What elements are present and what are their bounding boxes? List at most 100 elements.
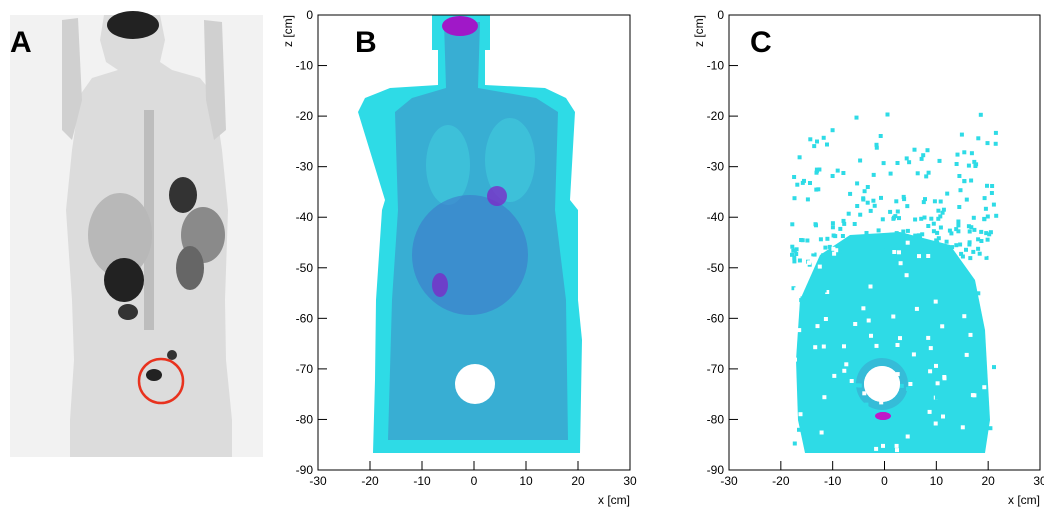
pixel bbox=[954, 162, 959, 166]
bowel-loop bbox=[118, 304, 138, 320]
pixel bbox=[969, 178, 974, 183]
pixel bbox=[858, 212, 863, 217]
highlight-circle bbox=[137, 357, 185, 405]
pixel bbox=[941, 414, 945, 419]
pixel bbox=[812, 144, 817, 149]
brain-hotspot bbox=[442, 16, 478, 36]
pixel bbox=[913, 233, 918, 238]
pixel bbox=[912, 147, 917, 152]
pixel bbox=[930, 382, 935, 387]
pixel bbox=[928, 346, 933, 351]
y-tick-label: -90 bbox=[296, 463, 314, 477]
pixel bbox=[904, 273, 909, 278]
pixel bbox=[894, 231, 899, 236]
pixel bbox=[958, 188, 963, 193]
pixel bbox=[977, 251, 982, 256]
pixel bbox=[921, 298, 926, 303]
pixel bbox=[954, 243, 959, 248]
pixel bbox=[897, 250, 901, 255]
pixel bbox=[879, 400, 884, 405]
left-arm bbox=[62, 18, 82, 140]
pixel bbox=[991, 202, 996, 207]
pixel bbox=[794, 287, 799, 292]
pixel bbox=[832, 373, 837, 378]
y-tick-label: 0 bbox=[306, 8, 313, 22]
pixel bbox=[816, 289, 821, 294]
pixel bbox=[895, 448, 899, 453]
pixel bbox=[924, 174, 929, 179]
pixel bbox=[971, 249, 976, 254]
pixel bbox=[825, 236, 830, 241]
x-tick-label: 0 bbox=[881, 474, 888, 488]
pixel bbox=[945, 191, 950, 196]
pixel bbox=[992, 365, 996, 370]
pixel bbox=[941, 255, 946, 260]
y-tick-label: -60 bbox=[296, 311, 314, 325]
pixel bbox=[985, 214, 990, 219]
y-tick-label: -70 bbox=[707, 362, 725, 376]
y-tick-label: -80 bbox=[707, 412, 725, 426]
pixel bbox=[956, 219, 961, 224]
heatmap-c-image bbox=[790, 112, 999, 453]
pixel bbox=[895, 209, 900, 214]
pixel bbox=[985, 141, 990, 146]
pixel bbox=[830, 225, 835, 230]
pixel bbox=[838, 249, 843, 254]
pixel bbox=[907, 160, 912, 165]
pixel bbox=[976, 291, 981, 296]
pixel bbox=[904, 234, 909, 239]
y-tick-label: -50 bbox=[707, 261, 725, 275]
pixel bbox=[967, 240, 972, 245]
pixel bbox=[797, 427, 801, 432]
pixel bbox=[853, 322, 858, 326]
y-tick-label: -70 bbox=[296, 362, 314, 376]
pixel bbox=[873, 240, 878, 245]
x-tick-label: 10 bbox=[930, 474, 944, 488]
pixel bbox=[901, 243, 906, 247]
pixel bbox=[978, 393, 982, 398]
pixel bbox=[795, 182, 800, 187]
pixel bbox=[915, 171, 920, 176]
pixel bbox=[982, 252, 987, 257]
pixel bbox=[869, 333, 873, 338]
pixel bbox=[842, 344, 846, 349]
pixel bbox=[906, 386, 910, 391]
pixel bbox=[931, 250, 935, 255]
pixel bbox=[967, 242, 972, 247]
pixel bbox=[846, 211, 851, 216]
pixel bbox=[822, 395, 827, 400]
pixel bbox=[940, 324, 945, 329]
pixel bbox=[964, 279, 969, 284]
x-axis-label: x [cm] bbox=[598, 493, 630, 507]
pixel bbox=[978, 381, 983, 386]
pixel bbox=[808, 181, 812, 185]
pixel bbox=[831, 246, 836, 251]
pixel bbox=[880, 217, 885, 222]
pixel bbox=[939, 346, 943, 351]
pixel bbox=[862, 391, 867, 396]
pixel bbox=[837, 346, 842, 351]
pixel bbox=[991, 282, 996, 287]
pixel bbox=[821, 253, 826, 258]
pixel bbox=[823, 317, 828, 321]
pixel bbox=[840, 234, 845, 238]
pixel bbox=[830, 128, 835, 133]
pixel bbox=[923, 197, 927, 202]
pixel bbox=[919, 242, 923, 247]
pixel bbox=[895, 372, 900, 377]
pixel bbox=[905, 240, 910, 245]
pixel bbox=[979, 239, 984, 243]
pixel bbox=[834, 316, 839, 321]
pixel bbox=[866, 250, 871, 255]
pixel bbox=[908, 257, 913, 261]
pixel bbox=[821, 344, 826, 349]
pixel bbox=[894, 443, 899, 448]
pixel bbox=[885, 242, 890, 246]
pixel bbox=[982, 196, 987, 201]
pixel bbox=[958, 242, 963, 247]
x-tick-label: 0 bbox=[471, 474, 478, 488]
pixel bbox=[908, 382, 913, 386]
pixel bbox=[866, 318, 871, 323]
pixel bbox=[957, 205, 962, 209]
